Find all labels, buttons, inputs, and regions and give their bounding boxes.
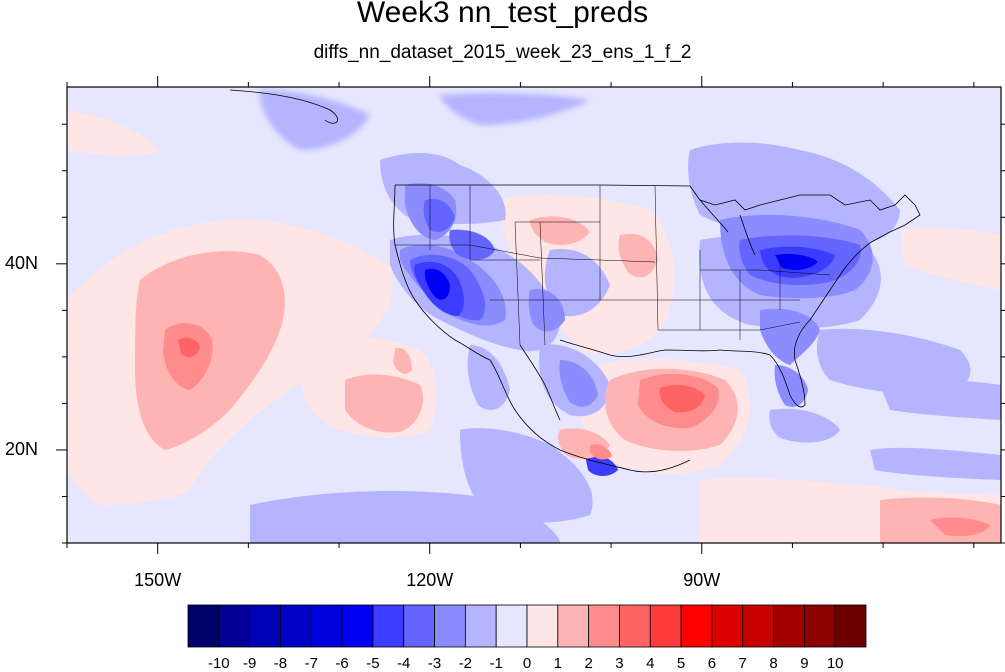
colorbar-swatch	[249, 604, 281, 648]
colorbar-swatch	[680, 604, 713, 648]
coastlines	[229, 89, 921, 473]
colorbar-swatch	[557, 604, 590, 648]
core-negative-regions	[424, 253, 818, 300]
colorbar-swatch	[280, 604, 312, 648]
colorbar-swatch	[588, 604, 620, 648]
colorbar-swatch	[649, 604, 682, 648]
colorbar-tick-label: -9	[242, 655, 257, 672]
colorbar-swatch	[372, 604, 405, 648]
state-borders	[395, 185, 831, 346]
colorbar-swatch	[742, 604, 774, 648]
x-tick-label: 90W	[683, 570, 721, 590]
colorbar-swatch	[403, 604, 435, 648]
peak-positive-regions	[178, 337, 705, 413]
colorbar-swatch	[834, 604, 867, 648]
colorbar-swatch	[619, 604, 651, 648]
colorbar-tick-label: -4	[397, 655, 411, 672]
colorbar-tick-label: 10	[826, 655, 844, 672]
colorbar-tick-label: 8	[769, 655, 778, 672]
colorbar-tick-label: -8	[273, 655, 288, 672]
y-tick-label: 20N	[4, 438, 38, 459]
colorbar-tick-label: -6	[335, 655, 349, 672]
map-title: Week3 nn_test_preds	[356, 0, 649, 29]
colorbar-tick-label: -10	[207, 655, 230, 672]
colorbar-tick-label: -3	[427, 655, 442, 672]
colorbar-tick-label: 6	[707, 655, 717, 672]
colorbar-swatch	[711, 604, 744, 648]
plot-frame	[66, 86, 1002, 544]
x-tick-label: 120W	[406, 570, 454, 590]
colorbar-tick-label: 5	[676, 655, 686, 672]
colorbar-tick-label: -2	[458, 655, 473, 672]
colorbar-tick-label: 3	[615, 655, 624, 672]
colorbar-swatch	[464, 604, 497, 648]
colorbar-swatch	[495, 604, 528, 648]
colorbar-swatch	[341, 604, 374, 648]
colorbar-swatch	[218, 604, 251, 648]
colorbar-swatch	[773, 604, 805, 648]
colorbar-tick-label: 7	[738, 655, 747, 672]
colorbar-tick-label: 0	[522, 655, 532, 672]
map-subtitle: diffs_nn_dataset_2015_week_23_ens_1_f_2	[313, 42, 692, 63]
colorbar-tick-label: 9	[800, 655, 809, 672]
colorbar-tick-label: -5	[366, 655, 380, 672]
colorbar-swatch	[434, 604, 466, 648]
colorbar-tick-label: -1	[489, 655, 503, 672]
tick-marks	[56, 76, 1005, 554]
x-tick-label: 150W	[134, 570, 182, 590]
colorbar-swatch	[187, 604, 220, 648]
y-tick-label: 40N	[4, 252, 38, 273]
colorbar-tick-label: -7	[304, 655, 318, 672]
colorbar-swatch	[310, 604, 343, 648]
colorbar-tick-label: 1	[553, 655, 562, 672]
colorbar-tick-label: 2	[584, 655, 593, 672]
colorbar-tick-label: 4	[646, 655, 655, 672]
colorbar-swatch	[803, 604, 836, 648]
colorbar-swatch	[526, 604, 559, 648]
colorbar	[187, 604, 867, 648]
field-layer	[67, 87, 1001, 543]
